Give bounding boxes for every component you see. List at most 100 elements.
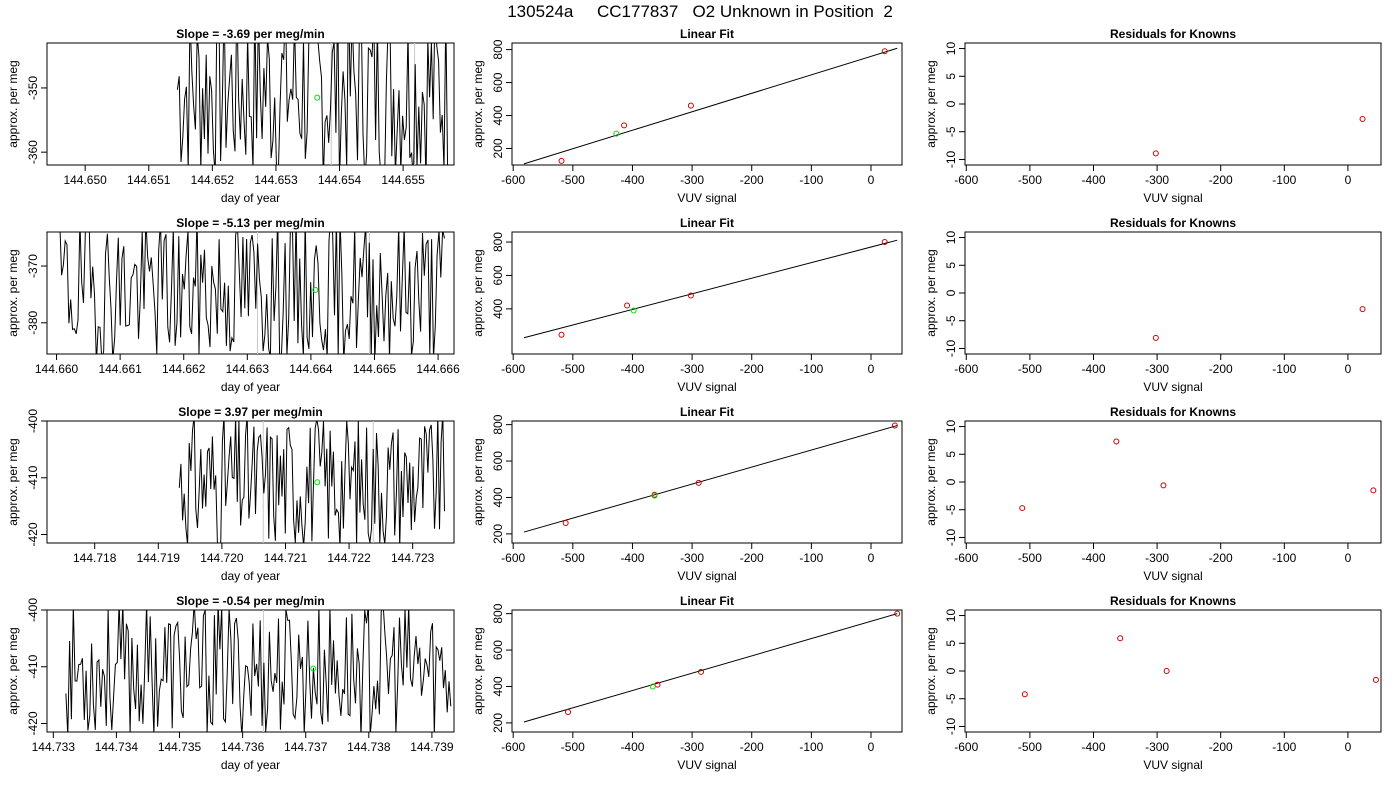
residual-point (1370, 487, 1377, 494)
plot-frame (46, 231, 455, 355)
x-tick-label: -400 (1081, 173, 1105, 187)
fit-line (523, 613, 898, 723)
x-tick-label: 0 (1345, 362, 1352, 376)
x-tick-label: 144.660 (35, 362, 79, 376)
y-tick-label: 0 (944, 289, 958, 296)
known-point (881, 239, 888, 246)
y-axis-label: approx. per meg (471, 627, 485, 714)
x-tick-label: -400 (620, 740, 644, 754)
known-point (562, 519, 569, 526)
x-tick-label: -200 (740, 173, 764, 187)
plot-data (523, 47, 898, 165)
y-tick-label: -10 (944, 717, 958, 735)
plot-frame (964, 231, 1382, 355)
y-tick-label: 10 (944, 420, 958, 434)
x-tick-label: 144.739 (410, 740, 454, 754)
x-tick-label: -400 (620, 362, 644, 376)
x-tick-label: -300 (680, 362, 704, 376)
y-tick-label: 400 (491, 487, 505, 507)
y-tick-label: 600 (491, 640, 505, 660)
y-axis-label: approx. per meg (471, 249, 485, 336)
x-tick-label: 144.661 (98, 362, 142, 376)
plot-frame (511, 420, 903, 544)
y-tick-label: -360 (26, 140, 40, 164)
panel-title: Residuals for Knowns (1110, 594, 1236, 608)
x-tick-label: -600 (954, 173, 978, 187)
panel-residuals-row1: Residuals for Knowns-600 -500 -400 -300 -200… (924, 27, 1382, 205)
plot-data (1152, 115, 1366, 157)
unknown-point (630, 307, 637, 314)
x-tick-label: 144.663 (226, 362, 270, 376)
y-tick-label: -420 (26, 522, 40, 546)
x-tick-label: 0 (868, 362, 875, 376)
x-tick-label: 144.664 (289, 362, 333, 376)
x-tick-label: -300 (1145, 551, 1169, 565)
x-tick-label: -500 (1018, 551, 1042, 565)
x-tick-label: -400 (620, 551, 644, 565)
panel-title: Residuals for Knowns (1110, 27, 1236, 41)
known-point (894, 610, 901, 617)
x-tick-label: -200 (1209, 362, 1233, 376)
x-tick-label: -500 (1018, 740, 1042, 754)
panel-title: Linear Fit (680, 216, 734, 230)
plot-frame (46, 42, 455, 166)
x-tick-label: 144.718 (73, 551, 117, 565)
x-tick-label: -400 (1081, 740, 1105, 754)
x-tick-label: 144.733 (32, 740, 76, 754)
x-tick-label: -400 (1081, 551, 1105, 565)
y-axis-label: approx. per meg (471, 438, 485, 525)
residual-point (1019, 505, 1026, 512)
residual-point (1021, 691, 1028, 698)
known-point (687, 102, 694, 109)
y-tick-label: 400 (491, 676, 505, 696)
known-point (687, 292, 694, 299)
y-tick-label: 0 (944, 478, 958, 485)
x-tick-label: 144.654 (318, 173, 362, 187)
y-axis-label: approx. per meg (924, 249, 938, 336)
x-tick-label: 0 (1345, 551, 1352, 565)
x-tick-label: 144.653 (254, 173, 298, 187)
known-point (621, 122, 628, 129)
x-tick-label: -500 (1018, 173, 1042, 187)
x-tick-label: -300 (680, 740, 704, 754)
y-tick-label: 200 (491, 524, 505, 544)
y-axis-label: approx. per meg (6, 60, 20, 147)
fit-line (523, 47, 898, 165)
x-tick-label: -500 (1018, 362, 1042, 376)
y-axis-label: approx. per meg (6, 249, 20, 336)
y-tick-label: -5 (944, 693, 958, 704)
signal-trace (176, 43, 449, 165)
panel-title: Residuals for Knowns (1110, 216, 1236, 230)
x-tick-label: -100 (1272, 173, 1296, 187)
residual-point (1113, 438, 1120, 445)
y-tick-label: 800 (491, 603, 505, 623)
mean-marker (312, 286, 319, 293)
plot-data (1021, 635, 1379, 698)
known-point (698, 668, 705, 675)
x-tick-label: -200 (1209, 173, 1233, 187)
y-tick-label: -370 (26, 254, 40, 278)
x-tick-label: -100 (799, 362, 823, 376)
y-tick-label: 800 (491, 232, 505, 252)
plot-data (1152, 306, 1366, 341)
plot-data (178, 421, 445, 543)
x-tick-label: -300 (1145, 740, 1169, 754)
y-tick-label: -400 (26, 409, 40, 433)
residual-point (1152, 150, 1159, 157)
y-tick-label: 5 (944, 640, 958, 647)
x-tick-label: -600 (501, 362, 525, 376)
panel-fit-row1: Linear Fit -600 -500 -400 -300 -200 -100 0 200 40… (471, 27, 903, 205)
x-tick-label: 144.662 (162, 362, 206, 376)
plot-data (176, 43, 449, 165)
x-tick-label: -300 (680, 173, 704, 187)
x-tick-label: -300 (1145, 362, 1169, 376)
y-tick-label: -380 (26, 310, 40, 334)
plot-data (59, 232, 445, 354)
panel-timeseries-row1: Slope = -3.69 per meg/min 144.650 144.651 1… (6, 27, 455, 205)
x-tick-label: -100 (799, 740, 823, 754)
x-tick-label: 144.722 (327, 551, 371, 565)
y-tick-label: -410 (26, 465, 40, 489)
x-tick-label: 0 (868, 173, 875, 187)
panel-title: Linear Fit (680, 594, 734, 608)
x-tick-label: 144.738 (347, 740, 391, 754)
